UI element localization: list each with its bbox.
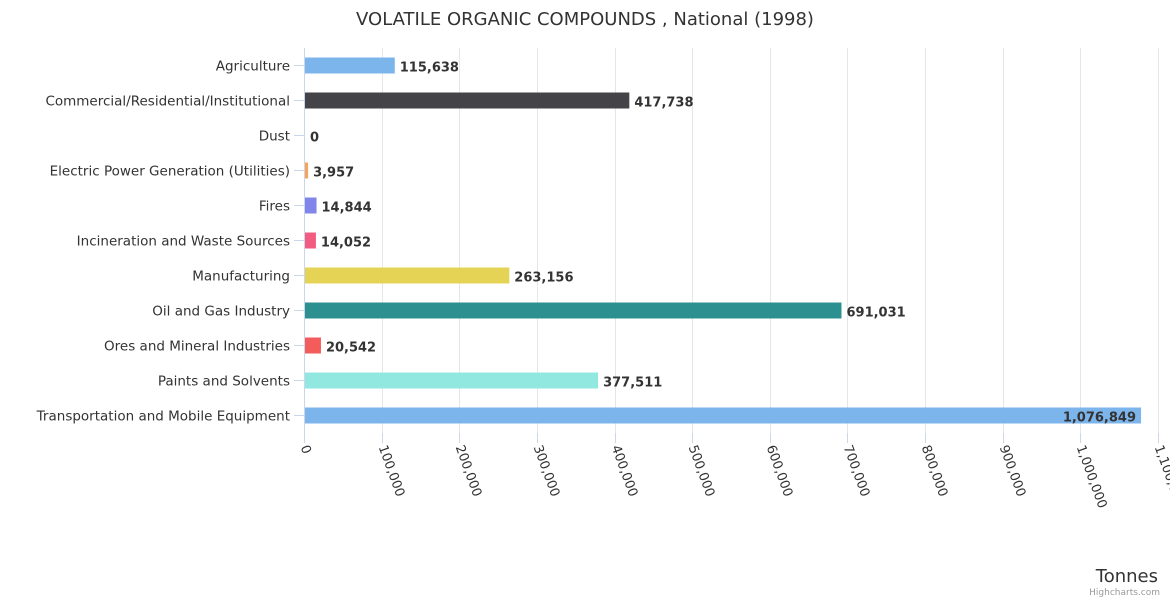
- data-label: 3,957: [313, 166, 354, 181]
- tick-label: 500,000: [685, 443, 717, 499]
- data-label: 691,031: [846, 306, 905, 321]
- tick-label: 300,000: [530, 443, 562, 499]
- bar[interactable]: [305, 267, 510, 284]
- value-axis-ticks: 0 100,000 200,000 300,000 400,000 500,000 600,…: [297, 433, 1170, 511]
- data-label: 14,844: [322, 201, 372, 216]
- data-label: 20,542: [326, 341, 376, 356]
- value-axis-title: Tonnes: [1095, 566, 1158, 587]
- category-label: Commercial/Residential/Institutional: [45, 94, 290, 110]
- bar[interactable]: [305, 372, 599, 389]
- category-label: Agriculture: [216, 59, 290, 75]
- grid-lines: [304, 48, 1159, 433]
- category-label: Oil and Gas Industry: [152, 304, 290, 320]
- tick-label: 900,000: [996, 443, 1028, 499]
- tick-label: 0: [297, 443, 314, 456]
- category-label: Electric Power Generation (Utilities): [50, 164, 290, 180]
- bars: [305, 57, 1142, 424]
- bar[interactable]: [305, 197, 317, 214]
- tick-label: 700,000: [840, 443, 872, 499]
- data-label: 1,076,849: [1063, 411, 1136, 426]
- category-label: Dust: [259, 129, 290, 145]
- data-label: 14,052: [321, 236, 371, 251]
- chart-title: VOLATILE ORGANIC COMPOUNDS , National (1…: [356, 9, 814, 30]
- category-label: Incineration and Waste Sources: [77, 234, 290, 250]
- category-label: Ores and Mineral Industries: [104, 339, 290, 355]
- data-label: 0: [310, 131, 319, 146]
- data-label: 115,638: [400, 61, 459, 76]
- tick-label: 200,000: [452, 443, 484, 499]
- tick-label: 600,000: [763, 443, 795, 499]
- credits-link[interactable]: Highcharts.com: [1089, 588, 1160, 598]
- category-label: Fires: [259, 199, 290, 215]
- category-label: Paints and Solvents: [158, 374, 290, 390]
- tick-label: 1,000,000: [1073, 443, 1110, 510]
- category-label: Transportation and Mobile Equipment: [36, 409, 290, 425]
- tick-label: 100,000: [375, 443, 407, 499]
- category-labels: Agriculture Commercial/Residential/Instit…: [36, 59, 304, 425]
- tick-label: 1,100,000: [1151, 443, 1170, 510]
- tick-label: 800,000: [918, 443, 950, 499]
- bar[interactable]: [305, 57, 395, 74]
- bar[interactable]: [305, 92, 630, 109]
- data-labels: 115,638 417,738 0 3,957 14,844 14,052 263,156 6…: [310, 61, 1136, 426]
- bar[interactable]: [305, 407, 1142, 424]
- data-label: 263,156: [514, 271, 573, 286]
- data-label: 417,738: [634, 96, 693, 111]
- bar[interactable]: [305, 232, 316, 249]
- data-label: 377,511: [603, 376, 662, 391]
- category-label: Manufacturing: [192, 269, 290, 285]
- tick-label: 400,000: [608, 443, 640, 499]
- bar[interactable]: [305, 162, 309, 179]
- bar[interactable]: [305, 302, 842, 319]
- bar[interactable]: [305, 337, 321, 354]
